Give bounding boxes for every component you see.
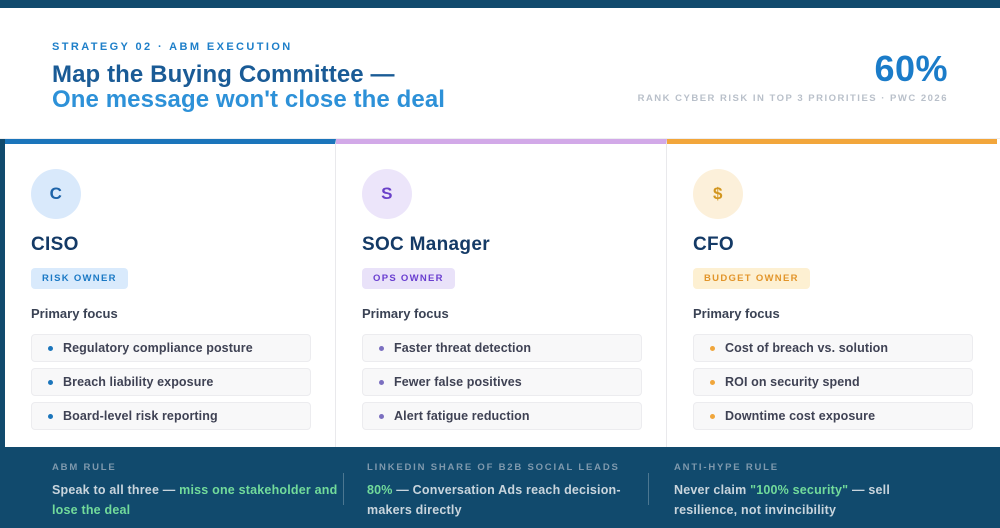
bullet-icon [379,379,384,385]
bullet-icon [710,345,715,351]
list-item-label: Fewer false positives [394,375,522,389]
footer-text-highlight: "100% security" [750,483,849,497]
bullet-icon [710,379,715,385]
card-ciso: C CISO RISK OWNER Primary focus Regulato… [5,139,336,447]
list-item-label: Breach liability exposure [63,375,214,389]
card-cfo: $ CFO BUDGET OWNER Primary focus Cost of… [667,139,997,447]
ciso-role-badge: RISK OWNER [31,268,128,289]
list-item-label: Alert fatigue reduction [394,409,530,423]
footer-label: ANTI-HYPE RULE [674,462,779,473]
ciso-avatar-initial: C [49,184,63,203]
bullet-icon [710,413,715,419]
bullet-icon [379,345,384,351]
footer-text-highlight: 80% [367,483,393,497]
ciso-focus-label: Primary focus [31,306,118,321]
page-title: Map the Buying Committee — One message w… [52,62,445,112]
header: STRATEGY 02 · ABM EXECUTION Map the Buyi… [0,8,1000,139]
footer-linkedin-stat: LINKEDIN SHARE OF B2B SOCIAL LEADS 80% —… [344,447,648,528]
cfo-focus-list: Cost of breach vs. solution ROI on secur… [693,334,973,430]
bullet-icon [379,413,384,419]
list-item: Faster threat detection [362,334,642,362]
stat-value: 60% [874,48,948,89]
footer-label: LINKEDIN SHARE OF B2B SOCIAL LEADS [367,462,620,473]
top-accent-bar [0,0,1000,8]
list-item-label: Cost of breach vs. solution [725,341,889,355]
page-title-line2: One message won't close the deal [52,86,446,113]
cfo-role-badge: BUDGET OWNER [693,268,810,289]
list-item: Fewer false positives [362,368,642,396]
footer-abm-rule: ABM RULE Speak to all three — miss one s… [0,447,343,528]
list-item: Breach liability exposure [31,368,311,396]
ciso-avatar: C [31,169,81,219]
card-soc-manager: S SOC Manager OPS OWNER Primary focus Fa… [336,139,667,447]
stat-label: RANK CYBER RISK IN TOP 3 PRIORITIES · PW… [637,93,948,104]
list-item: Regulatory compliance posture [31,334,311,362]
ciso-name: CISO [31,234,79,255]
footer-text-plain: — Conversation Ads reach decision-makers… [367,483,621,517]
footer-label: ABM RULE [52,462,117,473]
bullet-icon [48,413,53,419]
header-stat: 60% RANK CYBER RISK IN TOP 3 PRIORITIES … [638,8,948,138]
cfo-focus-label: Primary focus [693,306,780,321]
header-left: STRATEGY 02 · ABM EXECUTION Map the Buyi… [52,8,445,138]
soc-name: SOC Manager [362,234,490,255]
cfo-avatar: $ [693,169,743,219]
soc-focus-list: Faster threat detection Fewer false posi… [362,334,642,430]
footer-text-plain: Never claim [674,483,751,497]
soc-focus-label: Primary focus [362,306,449,321]
bullet-icon [48,379,53,385]
persona-cards: C CISO RISK OWNER Primary focus Regulato… [0,139,1000,447]
bullet-icon [48,345,53,351]
footer-text-plain: Speak to all three — [52,483,180,497]
footer-divider [648,473,649,505]
list-item: Board-level risk reporting [31,402,311,430]
footer-text: Never claim "100% security" — sell resil… [674,480,934,520]
strategy-eyebrow: STRATEGY 02 · ABM EXECUTION [52,41,293,53]
list-item: Cost of breach vs. solution [693,334,973,362]
list-item-label: Downtime cost exposure [725,409,876,423]
footer-text: Speak to all three — miss one stakeholde… [52,480,343,520]
list-item: Downtime cost exposure [693,402,973,430]
list-item: Alert fatigue reduction [362,402,642,430]
footer-divider [343,473,344,505]
list-item-label: Board-level risk reporting [63,409,218,423]
soc-avatar: S [362,169,412,219]
list-item: ROI on security spend [693,368,973,396]
footer: ABM RULE Speak to all three — miss one s… [0,447,1000,528]
page-title-line1: Map the Buying Committee — [52,61,395,88]
footer-text: 80% — Conversation Ads reach decision-ma… [367,480,648,520]
footer-anti-hype-rule: ANTI-HYPE RULE Never claim "100% securit… [649,447,1000,528]
footer-text-plain: — sell resilience, not invincibility [674,483,891,517]
list-item-label: Regulatory compliance posture [63,341,253,355]
footer-text-highlight: miss one stakeholder and lose the deal [52,483,338,517]
list-item-label: Faster threat detection [394,341,532,355]
list-item-label: ROI on security spend [725,375,860,389]
ciso-focus-list: Regulatory compliance posture Breach lia… [31,334,311,430]
dollar-icon: $ [713,184,723,203]
soc-role-badge: OPS OWNER [362,268,455,289]
cfo-name: CFO [693,234,735,255]
soc-avatar-initial: S [381,184,393,203]
